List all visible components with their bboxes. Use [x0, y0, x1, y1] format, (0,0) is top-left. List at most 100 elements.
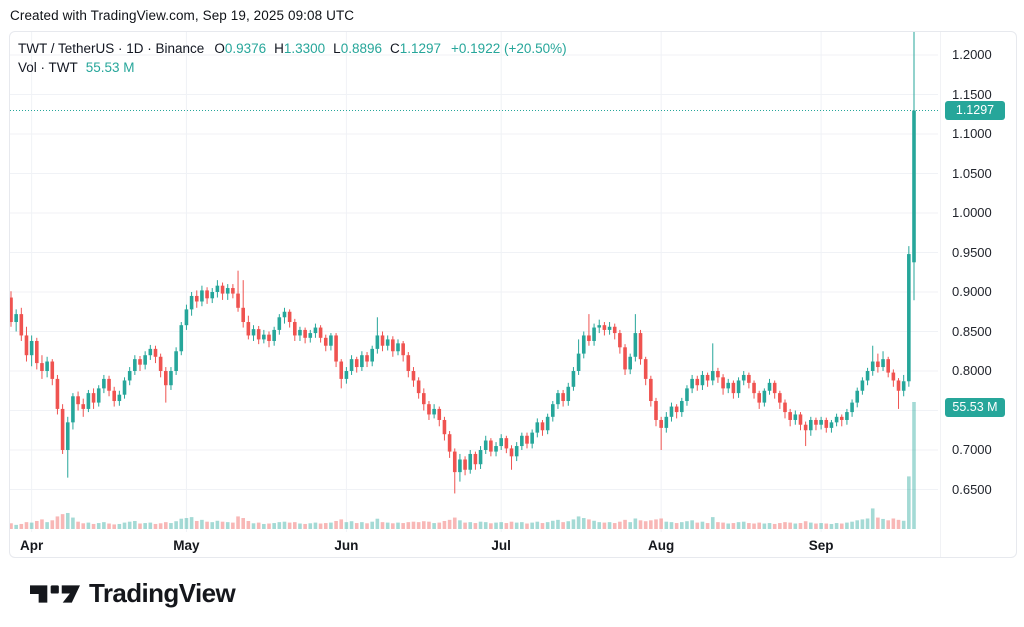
- volume-bar: [741, 521, 746, 529]
- candle-body: [200, 290, 204, 302]
- volume-bar: [809, 522, 813, 529]
- candle-body: [514, 446, 519, 457]
- candle-body: [158, 356, 163, 371]
- volume-bar: [452, 517, 457, 529]
- candle-body: [726, 382, 731, 389]
- candle-body: [607, 326, 612, 330]
- candle-body: [551, 404, 555, 417]
- candle-body: [411, 371, 416, 381]
- legend-row-volume: Vol · TWT 55.53 M: [18, 59, 567, 77]
- volume-bar: [308, 523, 313, 529]
- volume-bar: [241, 518, 245, 529]
- volume-bar: [55, 516, 60, 529]
- volume-bar: [860, 519, 865, 529]
- candle-body: [133, 359, 137, 371]
- candle-body: [40, 363, 44, 371]
- candle-body: [819, 419, 823, 425]
- volume-bar: [669, 522, 674, 529]
- volume-bar: [592, 520, 596, 529]
- volume-bar: [535, 521, 540, 529]
- candle-body: [855, 390, 860, 403]
- volume-bar: [798, 523, 803, 529]
- volume-bar: [509, 521, 514, 529]
- candle-body: [272, 329, 276, 341]
- volume-bar: [293, 522, 297, 529]
- volume-bar: [220, 521, 225, 529]
- volume-bar: [566, 521, 571, 529]
- volume-bar: [215, 520, 220, 529]
- price-axis-label: 0.9000: [952, 284, 992, 299]
- volume-bar: [886, 520, 890, 529]
- candle-body: [385, 339, 390, 346]
- volume-bar: [824, 523, 829, 529]
- volume-bar: [726, 523, 731, 529]
- volume-bar: [396, 522, 400, 529]
- volume-bar: [360, 522, 364, 529]
- price-axis-label: 1.0500: [952, 165, 992, 181]
- candle-body: [323, 337, 328, 346]
- candle-body: [375, 335, 380, 349]
- candle-body: [401, 343, 405, 356]
- volume-bar: [40, 519, 44, 529]
- volume-bar: [391, 523, 395, 529]
- volume-bar: [277, 522, 282, 529]
- volume-bar: [638, 520, 643, 529]
- tradingview-logo-text[interactable]: TradingView: [89, 578, 236, 608]
- price-axis-label: 0.8500: [952, 323, 992, 339]
- volume-bar: [148, 522, 153, 529]
- candle-body: [809, 419, 813, 431]
- volume-bar: [545, 522, 550, 529]
- candle-body: [117, 394, 122, 402]
- volume-bar: [153, 523, 158, 529]
- volume-bar: [380, 522, 385, 529]
- candle-body: [747, 374, 751, 383]
- volume-bar: [225, 522, 230, 529]
- volume-label: Vol · TWT: [18, 60, 78, 75]
- candle-body: [633, 333, 638, 357]
- volume-bar: [298, 523, 302, 529]
- candle-body: [489, 440, 493, 452]
- volume-bar: [189, 517, 194, 529]
- volume-bar: [762, 523, 767, 529]
- volume-bar: [71, 517, 75, 529]
- candle-body: [824, 419, 829, 428]
- candle-body: [576, 353, 581, 371]
- candle-body: [329, 335, 333, 346]
- candle-body: [287, 311, 292, 323]
- volume-bar: [370, 521, 374, 529]
- price-axis-label: 1.0000: [952, 205, 992, 220]
- volume-bar: [76, 521, 80, 529]
- symbol-title[interactable]: TWT / TetherUS · 1D · Binance: [18, 41, 205, 56]
- volume-bar: [912, 402, 916, 529]
- candle-body: [210, 292, 215, 299]
- candle-body: [432, 408, 436, 415]
- price-axis-label: 0.8000: [952, 363, 992, 378]
- volume-bar: [323, 523, 328, 529]
- ohlc-open: O0.9376: [214, 40, 266, 58]
- tradingview-logo-icon[interactable]: [30, 584, 80, 604]
- volume-bar: [442, 520, 447, 529]
- ohlc-high: H1.3300: [274, 40, 325, 58]
- volume-bar: [24, 522, 29, 529]
- ohlc-close-label: C: [389, 41, 400, 56]
- candle-body: [814, 419, 818, 425]
- candle-body: [365, 355, 369, 362]
- candle-body: [638, 333, 643, 360]
- volume-bar: [716, 522, 720, 529]
- candle-body: [561, 393, 565, 402]
- candlestick-plot[interactable]: [10, 32, 940, 532]
- volume-bar: [788, 522, 792, 529]
- candle-body: [901, 381, 906, 391]
- candle-body: [370, 348, 374, 362]
- candle-body: [112, 390, 116, 402]
- candle-body: [241, 307, 245, 323]
- volume-bar: [494, 522, 498, 529]
- volume-bar: [876, 517, 880, 529]
- time-axis-label: Apr: [20, 538, 44, 553]
- candle-body: [736, 380, 741, 394]
- volume-bar: [478, 521, 483, 529]
- volume-bar: [855, 520, 860, 529]
- candle-body: [194, 295, 199, 302]
- volume-bar: [778, 523, 782, 529]
- candle-body: [55, 378, 60, 409]
